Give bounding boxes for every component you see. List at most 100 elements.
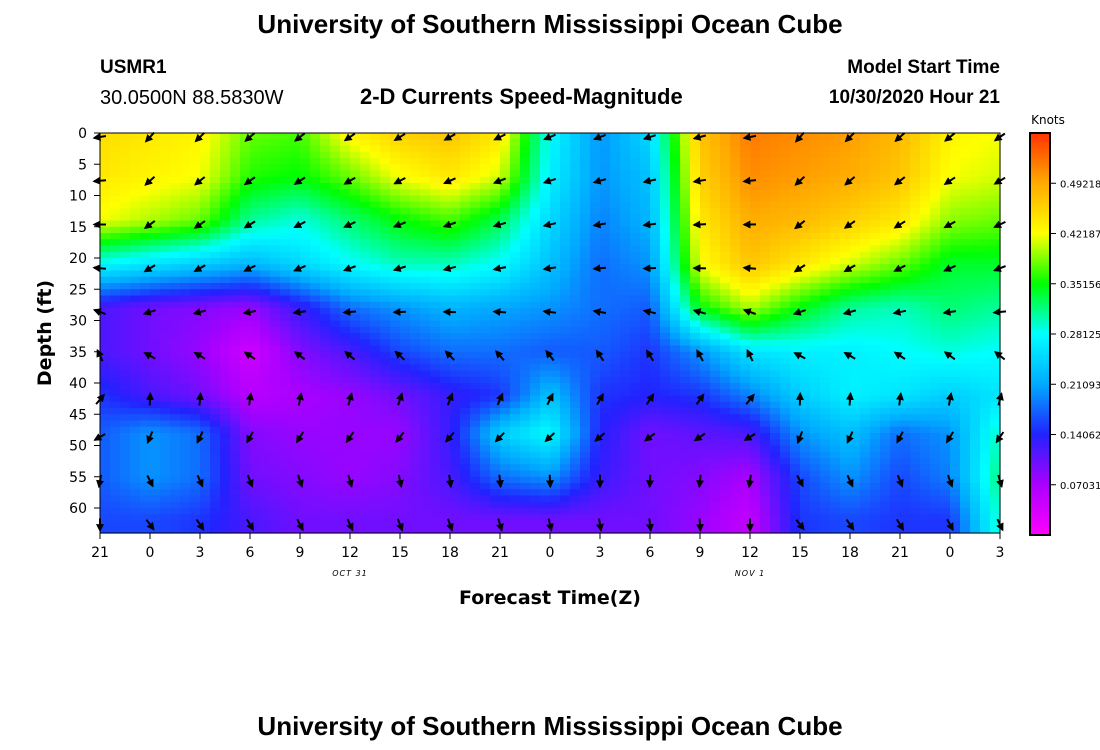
heatmap-cell [190, 226, 201, 234]
heatmap-cell [540, 276, 551, 284]
heatmap-cell [580, 208, 591, 215]
heatmap-cell [990, 433, 1001, 440]
heatmap-cell [510, 139, 521, 147]
heatmap-cell [480, 270, 491, 278]
heatmap-cell [900, 220, 911, 228]
heatmap-cell [400, 383, 411, 390]
heatmap-cell [150, 445, 161, 453]
heatmap-cell [210, 370, 221, 378]
heatmap-cell [700, 233, 711, 240]
heatmap-cell [360, 464, 371, 472]
heatmap-cell [490, 164, 501, 172]
heatmap-cell [550, 333, 561, 340]
heatmap-cell [160, 270, 171, 278]
heatmap-cell [610, 208, 621, 215]
heatmap-cell [350, 239, 361, 247]
heatmap-cell [660, 345, 671, 353]
heatmap-cell [670, 426, 681, 434]
heatmap-cell [410, 233, 421, 240]
heatmap-cell [510, 464, 521, 472]
heatmap-cell [190, 445, 201, 453]
heatmap-cell [930, 333, 941, 340]
heatmap-cell [200, 345, 211, 353]
heatmap-cell [640, 251, 651, 259]
heatmap-cell [100, 226, 111, 234]
heatmap-cell [990, 420, 1001, 428]
heatmap-cell [630, 345, 641, 353]
heatmap-cell [110, 476, 121, 484]
heatmap-cell [820, 283, 831, 290]
heatmap-cell [100, 333, 111, 340]
heatmap-cell [610, 183, 621, 190]
heatmap-cell [640, 401, 651, 409]
heatmap-cell [760, 233, 771, 240]
heatmap-cell [640, 189, 651, 197]
heatmap-cell [160, 451, 171, 459]
heatmap-cell [940, 320, 951, 328]
heatmap-cell [200, 314, 211, 322]
heatmap-cell [680, 289, 691, 297]
heatmap-cell [710, 345, 721, 353]
heatmap-cell [500, 233, 511, 240]
heatmap-cell [380, 251, 391, 259]
heatmap-cell [700, 376, 711, 384]
heatmap-cell [840, 170, 851, 178]
heatmap-cell [280, 158, 291, 165]
heatmap-cell [480, 301, 491, 309]
heatmap-cell [600, 164, 611, 172]
heatmap-cell [800, 283, 811, 290]
heatmap-cell [230, 295, 241, 303]
heatmap-cell [540, 245, 551, 253]
heatmap-cell [550, 301, 561, 309]
heatmap-cell [300, 276, 311, 284]
heatmap-cell [760, 170, 771, 178]
heatmap-cell [670, 451, 681, 459]
heatmap-cell [970, 401, 981, 409]
heatmap-cell [850, 320, 861, 328]
heatmap-cell [380, 445, 391, 453]
heatmap-cell [820, 389, 831, 397]
heatmap-cell [460, 376, 471, 384]
heatmap-cell [470, 401, 481, 409]
heatmap-cell [940, 414, 951, 422]
heatmap-cell [720, 283, 731, 290]
heatmap-cell [340, 289, 351, 297]
heatmap-cell [880, 258, 891, 265]
heatmap-cell [150, 220, 161, 228]
heatmap-cell [770, 145, 781, 153]
heatmap-cell [170, 414, 181, 422]
heatmap-cell [240, 239, 251, 247]
heatmap-cell [330, 458, 341, 465]
heatmap-cell [590, 289, 601, 297]
heatmap-cell [230, 308, 241, 315]
heatmap-cell [340, 445, 351, 453]
heatmap-cell [110, 301, 121, 309]
heatmap-cell [540, 326, 551, 334]
heatmap-cell [120, 301, 131, 309]
heatmap-cell [710, 170, 721, 178]
heatmap-cell [570, 320, 581, 328]
heatmap-cell [700, 458, 711, 465]
heatmap-cell [860, 451, 871, 459]
heatmap-cell [610, 358, 621, 365]
heatmap-cell [790, 201, 801, 209]
heatmap-cell [470, 239, 481, 247]
heatmap-cell [850, 189, 861, 197]
heatmap-cell [740, 214, 751, 222]
heatmap-cell [610, 364, 621, 372]
heatmap-cell [490, 151, 501, 159]
heatmap-cell [920, 358, 931, 365]
heatmap-cell [700, 195, 711, 203]
heatmap-cell [160, 289, 171, 297]
heatmap-cell [610, 270, 621, 278]
heatmap-cell [190, 139, 201, 147]
heatmap-cell [330, 333, 341, 340]
heatmap-cell [550, 326, 561, 334]
heatmap-cell [640, 358, 651, 365]
heatmap-cell [450, 451, 461, 459]
heatmap-cell [740, 470, 751, 478]
heatmap-cell [240, 358, 251, 365]
heatmap-cell [200, 301, 211, 309]
heatmap-cell [260, 320, 271, 328]
heatmap-cell [590, 164, 601, 172]
